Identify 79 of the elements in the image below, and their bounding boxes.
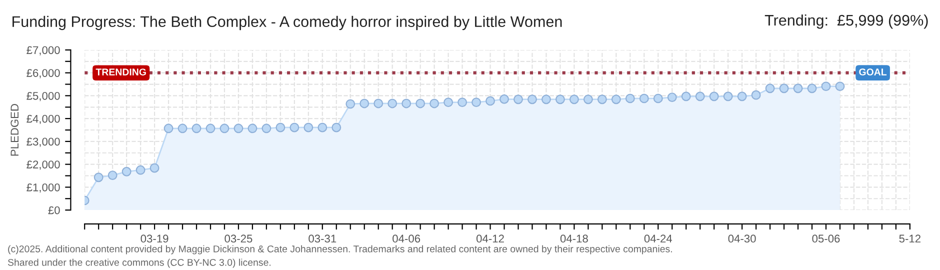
x-tick-label: 03-25 xyxy=(224,234,252,243)
y-tick-label: £1,000 xyxy=(26,183,60,193)
point xyxy=(262,124,272,134)
point xyxy=(751,90,761,100)
x-tick-label: 04-24 xyxy=(644,234,672,243)
y-axis-title: PLEDGED xyxy=(10,104,19,156)
x-tick-label: 04-30 xyxy=(728,234,756,243)
point xyxy=(681,92,691,102)
x-tick-label: 05-06 xyxy=(812,234,840,243)
point xyxy=(737,92,747,102)
point xyxy=(458,98,468,108)
y-tick-label: £7,000 xyxy=(26,46,60,56)
point xyxy=(500,94,509,104)
point xyxy=(234,124,244,134)
point xyxy=(374,98,384,108)
point xyxy=(122,166,132,176)
y-tick-label: £4,000 xyxy=(26,114,60,124)
point xyxy=(695,92,705,102)
point xyxy=(807,84,817,94)
point xyxy=(178,124,188,134)
y-tick-label: £2,000 xyxy=(26,160,60,170)
chart-title: Funding Progress: The Beth Complex - A comedy horror inspired by Little Women xyxy=(12,16,562,30)
point xyxy=(290,122,300,132)
point xyxy=(192,124,202,134)
point xyxy=(360,98,370,108)
text: (c)2025. Additional content provided by Maggie Dickinson & Cate Johannessen. Trademarks and related content are owned by their respective companies. xyxy=(8,245,672,254)
point xyxy=(667,92,677,102)
point xyxy=(821,82,831,92)
point xyxy=(514,94,523,104)
point xyxy=(779,84,789,94)
point xyxy=(639,94,649,104)
y-tick-label: £5,000 xyxy=(26,92,60,102)
point xyxy=(723,92,733,102)
text: Shared under the creative commons (CC BY-NC 3.0) license. xyxy=(8,258,271,268)
point xyxy=(94,172,104,182)
point xyxy=(569,94,579,104)
point xyxy=(332,122,342,132)
point xyxy=(206,124,216,134)
point xyxy=(108,170,118,180)
point xyxy=(444,98,454,108)
point xyxy=(625,94,635,104)
point xyxy=(765,84,775,94)
y-tick-label: £6,000 xyxy=(26,69,60,78)
point xyxy=(416,98,426,108)
point xyxy=(835,82,845,92)
annotation: TRENDING xyxy=(96,68,146,76)
point xyxy=(150,163,160,173)
y-tick-label: £0 xyxy=(48,206,60,214)
point xyxy=(528,94,537,104)
point xyxy=(542,94,551,104)
x-tick-label: 04-18 xyxy=(560,234,588,243)
point xyxy=(276,122,286,132)
text: Trending: £5,999 (99%) xyxy=(764,14,928,29)
point xyxy=(402,98,412,108)
point xyxy=(318,122,328,132)
y-tick-label: £3,000 xyxy=(26,138,60,147)
point xyxy=(583,94,593,104)
point xyxy=(220,124,230,134)
x-tick-label: 03-31 xyxy=(308,234,336,243)
x-tick-label: 03-19 xyxy=(140,234,168,243)
point xyxy=(472,98,481,108)
point xyxy=(793,84,803,94)
point xyxy=(486,96,495,106)
ref-line-label: GOAL xyxy=(859,68,887,76)
point xyxy=(709,92,719,102)
point xyxy=(430,98,440,108)
x-tick-label: 04-12 xyxy=(476,234,504,243)
point xyxy=(346,99,356,109)
x-tick-label: 04-06 xyxy=(392,234,420,243)
point xyxy=(136,165,146,175)
point xyxy=(653,94,663,104)
point xyxy=(304,122,314,132)
point xyxy=(555,94,565,104)
x-tick-label: 5-12 xyxy=(899,234,920,243)
point xyxy=(388,98,398,108)
point xyxy=(164,124,174,134)
point xyxy=(248,124,258,134)
point xyxy=(611,94,621,104)
point xyxy=(597,94,607,104)
